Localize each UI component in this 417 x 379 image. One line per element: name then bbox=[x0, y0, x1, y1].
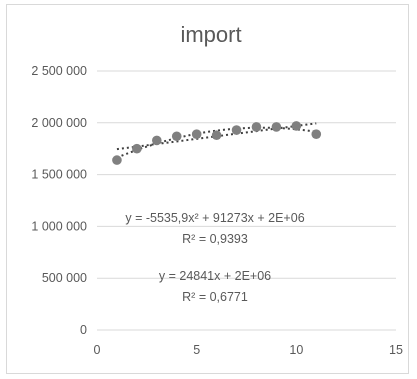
y-tick-label: 2 000 000 bbox=[31, 116, 87, 130]
chart-frame bbox=[6, 4, 409, 374]
data-point bbox=[311, 129, 322, 139]
linear-trendline-equation: y = 24841x + 2E+06 bbox=[159, 269, 271, 283]
x-tick-label: 0 bbox=[94, 343, 101, 357]
data-point bbox=[211, 130, 222, 141]
data-point bbox=[171, 131, 182, 142]
gridlines bbox=[97, 70, 396, 279]
data-point bbox=[231, 125, 242, 135]
data-point bbox=[132, 143, 142, 154]
data-point bbox=[271, 122, 282, 132]
polynomial-trendline-equation: y = -5535,9x² + 91273x + 2E+06 bbox=[125, 211, 304, 225]
trendlines bbox=[116, 122, 317, 159]
y-tick-label: 1 500 000 bbox=[31, 168, 87, 182]
x-tick-label: 10 bbox=[289, 343, 303, 357]
y-tick-label: 500 000 bbox=[42, 271, 87, 285]
data-point bbox=[152, 135, 162, 146]
polynomial-trendline bbox=[116, 126, 317, 159]
data-points bbox=[112, 121, 322, 165]
linear-trendline-r2: R² = 0,6771 bbox=[182, 290, 248, 304]
data-point bbox=[291, 121, 302, 131]
y-tick-label: 1 000 000 bbox=[31, 219, 87, 233]
x-tick-label: 15 bbox=[389, 343, 403, 357]
data-point bbox=[191, 129, 202, 139]
chart-title: import bbox=[180, 22, 241, 47]
y-tick-label: 2 500 000 bbox=[31, 64, 87, 78]
data-point bbox=[112, 155, 122, 165]
polynomial-trendline-r2: R² = 0,9393 bbox=[182, 232, 248, 246]
data-point bbox=[251, 122, 262, 132]
y-tick-label: 0 bbox=[80, 323, 87, 337]
x-axis-tick-labels: 0 5 10 15 bbox=[94, 343, 403, 357]
x-tick-label: 5 bbox=[193, 343, 200, 357]
y-axis-tick-labels: 0 500 000 1 000 000 1 500 000 2 000 000 2 500… bbox=[31, 64, 87, 337]
